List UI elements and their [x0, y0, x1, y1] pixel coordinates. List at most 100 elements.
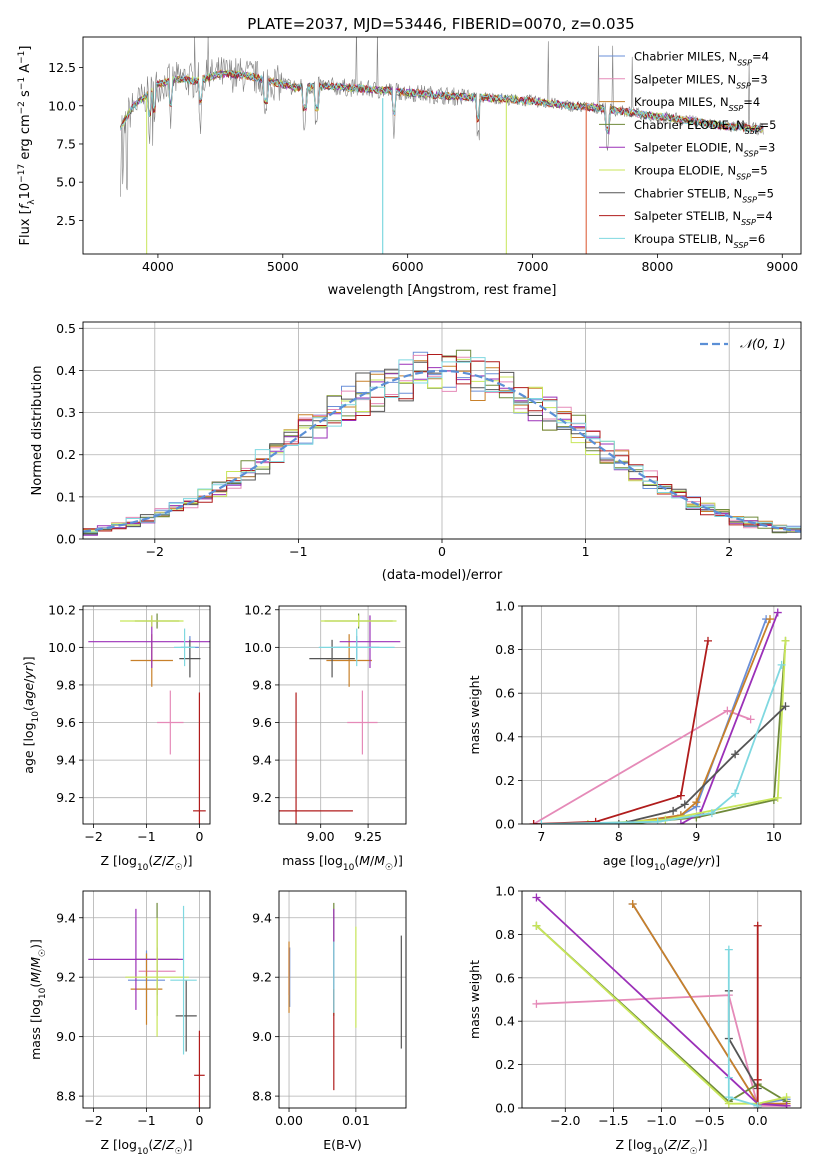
plus-marker — [773, 608, 782, 617]
x-tick-label: −2.0 — [550, 1113, 580, 1128]
errorbars — [288, 902, 402, 1091]
y-tick-label: 9.2 — [56, 790, 76, 805]
y-tick-label: 0.0 — [56, 532, 76, 547]
axes-frame — [82, 605, 211, 825]
histograms — [83, 349, 801, 537]
plus-marker — [676, 820, 685, 824]
legend-n: =3 — [758, 141, 775, 155]
y-tick-label: 0.8 — [495, 927, 515, 942]
plus-marker — [731, 750, 740, 759]
histogram-salpeter-stelib — [83, 354, 801, 533]
label-part: −17 — [17, 164, 27, 183]
mass-vs-ebv-panel: 0.00 0.01 8.8 9.0 9.2 9.4 — [252, 890, 407, 1128]
x-axis-label: Z [log10(Z/Z☉)] — [100, 853, 192, 873]
plus-marker — [680, 800, 689, 809]
label-part: 10 — [18, 183, 33, 200]
x-tick-label: 4000 — [142, 259, 174, 274]
legend-name: Kroupa STELIB, N — [634, 232, 734, 246]
label-part: )] — [393, 853, 403, 868]
y-tick-label: 9.4 — [252, 910, 272, 925]
y-tick-label: 10.0 — [48, 98, 76, 113]
label-part: / — [370, 853, 375, 868]
x-tick-label: −1 — [137, 829, 155, 844]
legend-n: =4 — [743, 95, 760, 109]
label-part: Z — [667, 1137, 677, 1152]
label-part: mass [log — [282, 853, 343, 868]
series-line — [535, 925, 787, 1105]
label-part: )] — [21, 656, 36, 666]
plus-marker — [529, 820, 538, 824]
x-axis-label: E(B-V) — [323, 1137, 362, 1152]
plus-marker — [753, 1101, 762, 1108]
label-part: Z — [165, 1137, 175, 1152]
x-axis-label: mass [log10(M/M☉)] — [282, 853, 403, 873]
legend-n: =5 — [757, 186, 774, 200]
plus-marker — [777, 660, 786, 669]
lines — [529, 608, 790, 824]
x-tick-label: 10 — [766, 829, 782, 844]
x-tick-label: 6000 — [392, 259, 424, 274]
label-part: 10 — [654, 863, 666, 873]
y-tick-label: 9.8 — [56, 677, 76, 692]
legend-label: Kroupa MILES, NSSP=4 — [634, 95, 760, 113]
label-part: M — [359, 853, 370, 868]
plus-marker — [753, 921, 762, 930]
x-tick-label: 1 — [582, 544, 590, 559]
plus-marker — [781, 702, 790, 711]
label-part: )] — [183, 853, 193, 868]
label-part: A — [18, 64, 33, 77]
plus-marker — [766, 615, 774, 624]
label-part: 10 — [38, 987, 48, 999]
x-axis-label: age [log10(age/yr)] — [603, 853, 720, 873]
plus-marker — [782, 1101, 791, 1108]
label-part: ] — [18, 46, 33, 51]
legend-n: =5 — [760, 118, 777, 132]
label-part: erg cm — [18, 114, 33, 163]
lines — [532, 893, 791, 1108]
label-part: Z [log — [615, 1137, 651, 1152]
legend-n: =4 — [752, 50, 769, 64]
plus-marker — [731, 789, 740, 798]
label-part: )] — [28, 939, 43, 949]
label-part: yr — [21, 665, 36, 679]
plus-marker — [692, 798, 701, 807]
y-tick-label: 2.5 — [56, 213, 76, 228]
errorbars — [88, 902, 205, 1108]
label-part: λ — [27, 199, 37, 205]
x-tick-label: −1.0 — [646, 1113, 676, 1128]
label-part: ☉ — [175, 1147, 183, 1157]
y-tick-label: 9.8 — [252, 677, 272, 692]
x-tick-label: 0.00 — [275, 1113, 303, 1128]
y-tick-label: 9.0 — [252, 1029, 272, 1044]
legend-n: =6 — [748, 232, 765, 246]
legend-label: Salpeter MILES, NSSP=3 — [634, 72, 768, 90]
x-tick-label: 9.00 — [307, 829, 335, 844]
plus-marker — [782, 1093, 791, 1102]
legend-name: Chabrier ELODIE, N — [634, 118, 745, 132]
x-tick-label: 9 — [692, 829, 700, 844]
series-line — [727, 949, 758, 1107]
plus-marker — [746, 715, 755, 724]
legend-sub: SSP — [745, 126, 760, 135]
label-part: ( — [665, 853, 670, 868]
label-part: ( — [148, 853, 153, 868]
legend-label: Salpeter STELIB, NSSP=4 — [634, 209, 773, 227]
y-tick-label: 0.2 — [56, 447, 76, 462]
legend-name: Salpeter ELODIE, N — [634, 141, 744, 155]
label-part: f — [18, 202, 33, 209]
x-tick-label: −2 — [84, 1113, 102, 1128]
y-axis-label: mass [log10(M/M☉)] — [28, 939, 48, 1060]
x-tick-label: 9000 — [766, 259, 798, 274]
label-part: age — [670, 853, 694, 868]
label-part: 10 — [137, 863, 149, 873]
x-tick-label: 9.25 — [354, 829, 382, 844]
y-tick-label: 9.2 — [56, 970, 76, 985]
y-tick-label: 0.0 — [495, 1101, 515, 1116]
plus-marker — [676, 791, 685, 800]
y-axis-label: mass weight — [467, 960, 482, 1039]
label-part: Z [log — [100, 853, 136, 868]
label-part: Z — [152, 1137, 162, 1152]
label-part: )] — [183, 1137, 193, 1152]
